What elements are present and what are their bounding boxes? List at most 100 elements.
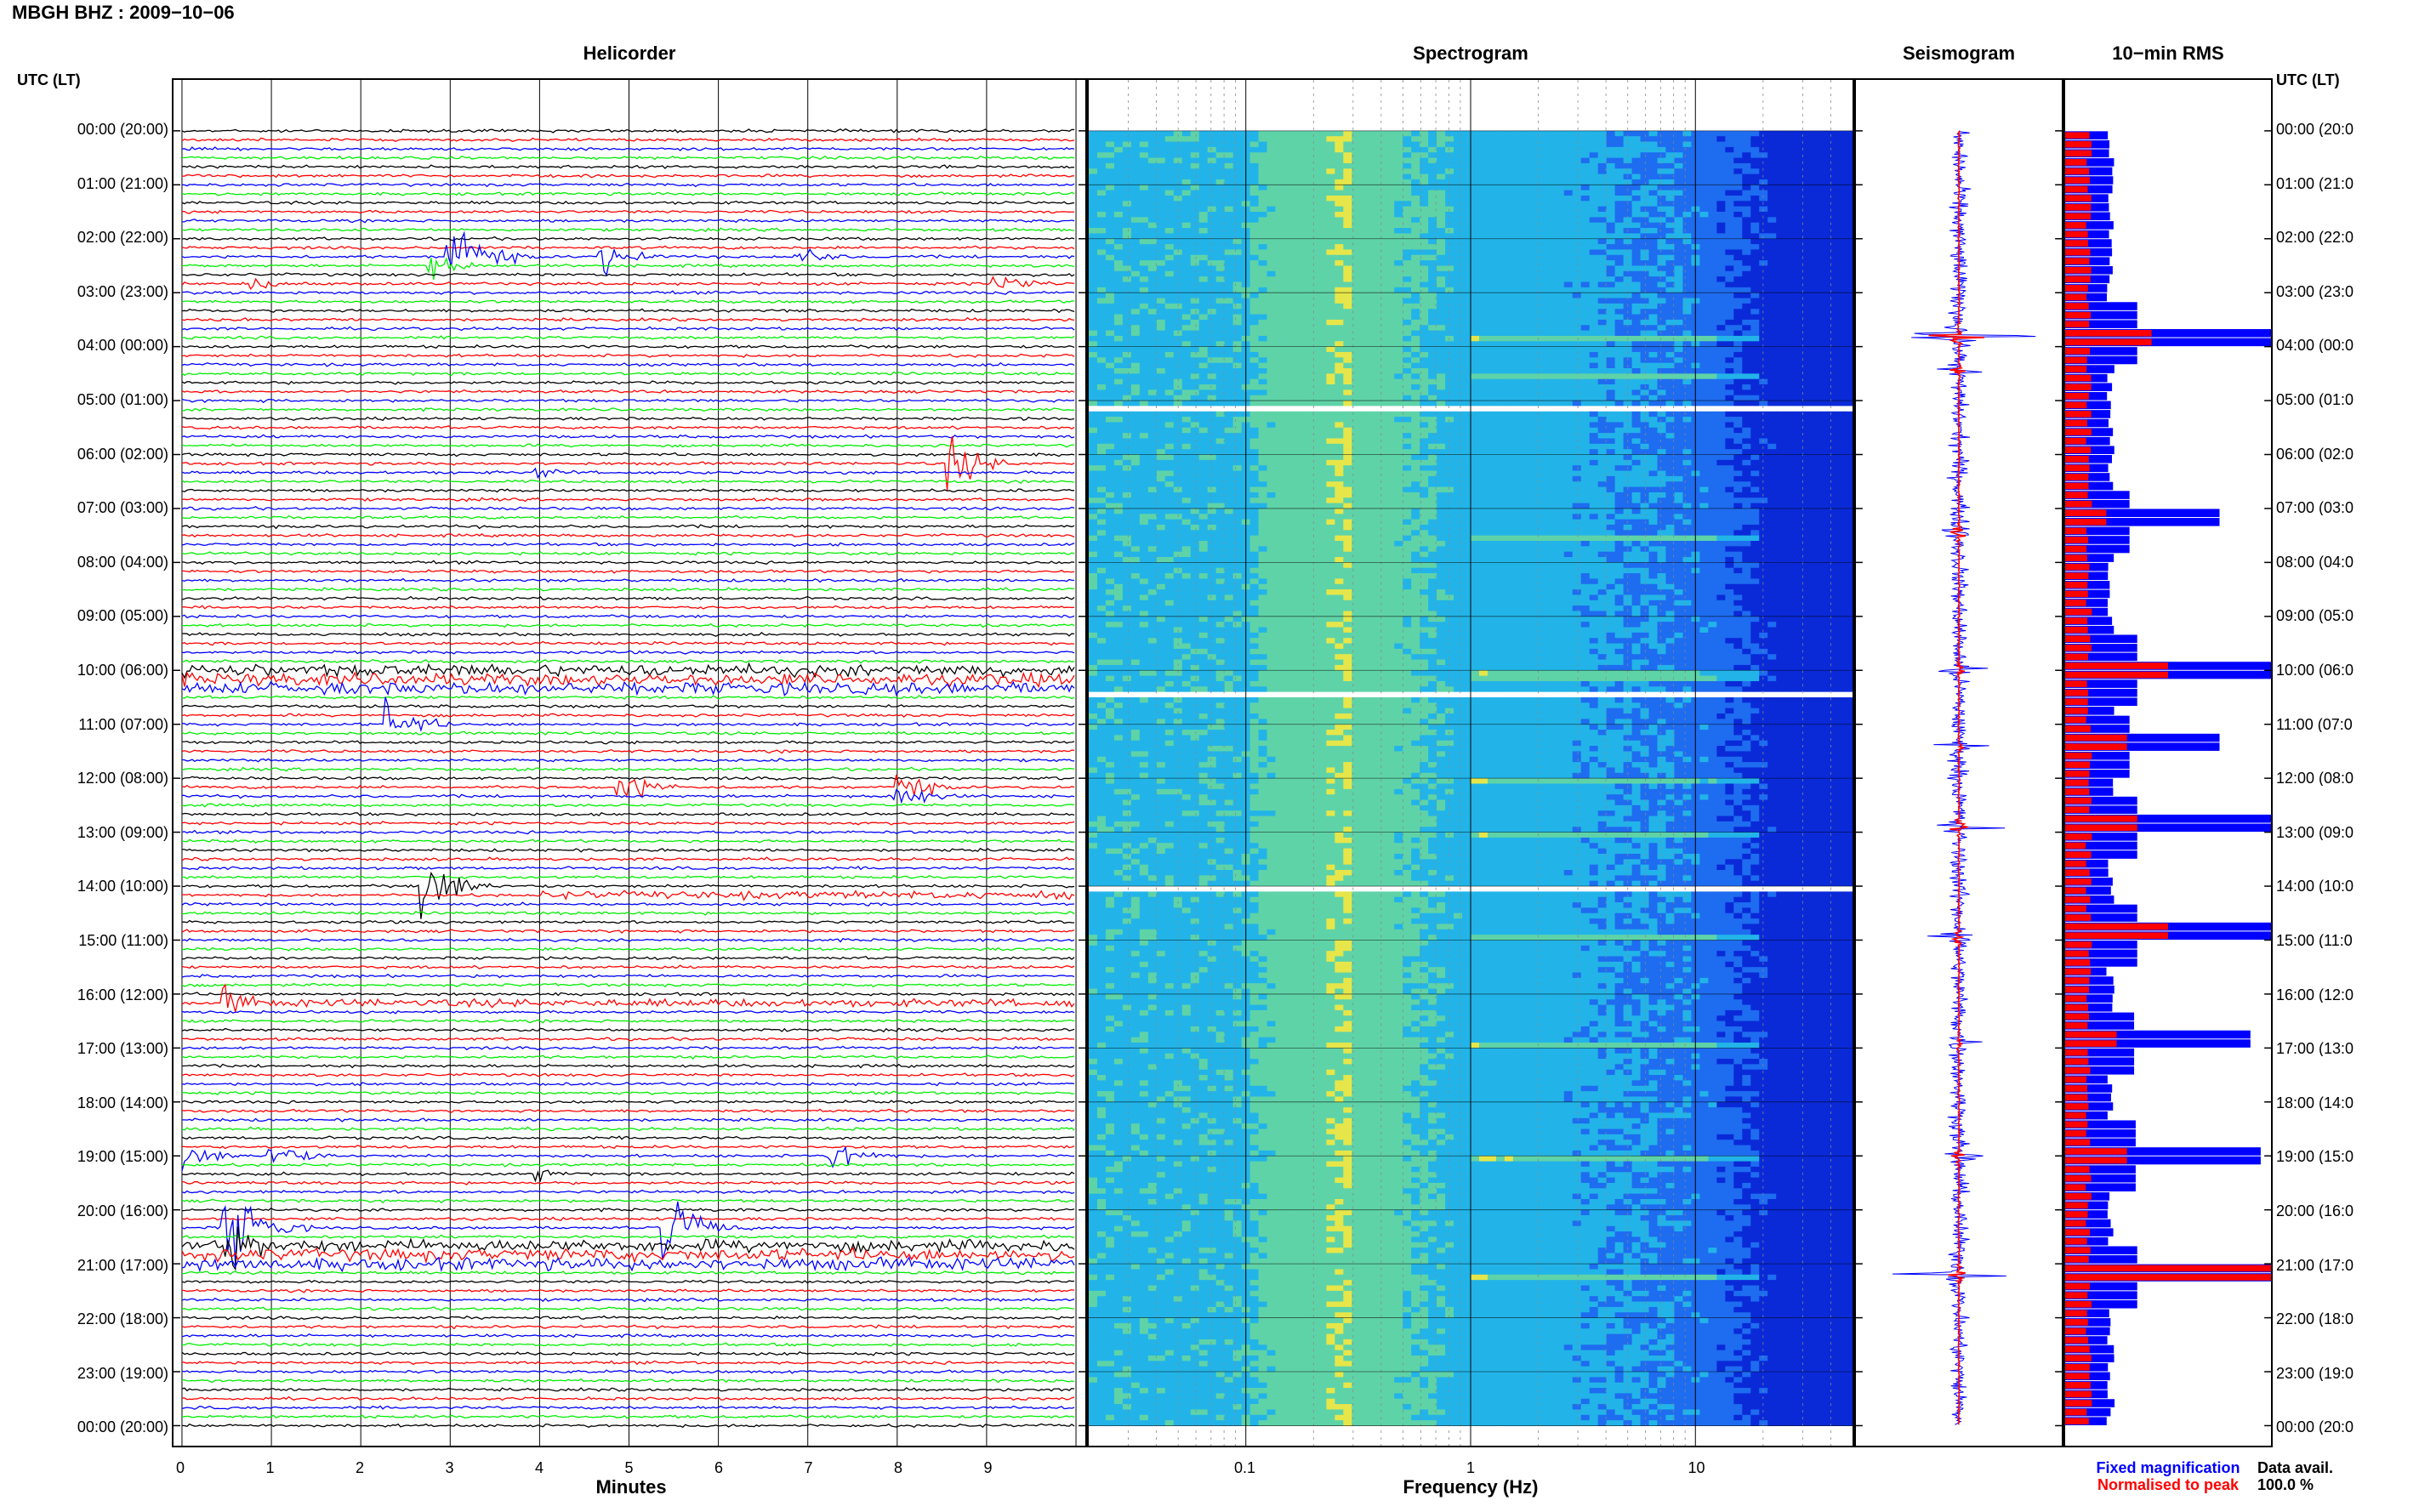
spectrogram-cell bbox=[1563, 357, 1574, 364]
spectrogram-cell bbox=[1130, 201, 1141, 207]
spectrogram-cell bbox=[1572, 287, 1582, 293]
spectrogram-cell bbox=[1589, 325, 1599, 332]
spectrogram-cell bbox=[1742, 195, 1751, 202]
spectrogram-cell bbox=[1606, 217, 1616, 224]
spectrogram-cell bbox=[1699, 330, 1709, 337]
spectrogram-cell bbox=[1156, 357, 1166, 364]
spectrogram-cell bbox=[1164, 217, 1175, 224]
helicorder-trace bbox=[181, 1019, 1075, 1024]
spectrogram-cell bbox=[1555, 217, 1565, 224]
spectrogram-cell bbox=[1648, 351, 1659, 358]
spectrogram-cell bbox=[1810, 238, 1819, 245]
spectrogram-cell bbox=[1266, 179, 1277, 185]
spectrogram-cell bbox=[1352, 152, 1361, 159]
spectrogram-cell bbox=[1156, 254, 1166, 261]
spectrogram-cell bbox=[1529, 314, 1540, 321]
spectrogram-cell bbox=[1411, 260, 1420, 266]
spectrogram-cell bbox=[1377, 141, 1386, 148]
spectrogram-cell bbox=[1631, 346, 1642, 353]
spectrogram-cell bbox=[1512, 130, 1523, 137]
spectrogram-cell bbox=[1597, 179, 1608, 185]
spectrogram-cell bbox=[1190, 222, 1200, 229]
spectrogram-cell bbox=[1386, 157, 1395, 164]
spectrogram-cell bbox=[1403, 395, 1412, 401]
spectrogram-cell bbox=[1343, 351, 1352, 358]
spectrogram-cell bbox=[1096, 130, 1107, 137]
spectrogram-cell bbox=[1580, 401, 1591, 406]
spectrogram-cell bbox=[1360, 201, 1369, 207]
spectrogram-cell bbox=[1742, 179, 1751, 185]
spectrogram-cell bbox=[1631, 168, 1642, 175]
spectrogram-cell bbox=[1614, 201, 1625, 207]
spectrogram-cell bbox=[1428, 265, 1437, 272]
spectrogram-cell bbox=[1105, 362, 1115, 369]
spectrogram-cell bbox=[1555, 395, 1565, 401]
spectrogram-cell bbox=[1420, 201, 1429, 207]
spectrogram-cell bbox=[1589, 335, 1599, 342]
spectrogram-cell bbox=[1089, 179, 1098, 185]
spectrogram-cell bbox=[1716, 314, 1726, 321]
spectrogram-cell bbox=[1725, 270, 1734, 277]
spectrogram-cell bbox=[1648, 190, 1659, 196]
spectrogram-gap-cell bbox=[1437, 406, 1446, 412]
spectrogram-cell bbox=[1224, 378, 1234, 385]
spectrogram-cell bbox=[1648, 244, 1659, 250]
spectrogram-cell bbox=[1113, 195, 1124, 202]
spectrogram-cell bbox=[1572, 190, 1582, 196]
spectrogram-cell bbox=[1462, 265, 1471, 272]
spectrogram-cell bbox=[1538, 152, 1548, 159]
spectrogram-cell bbox=[1462, 319, 1471, 326]
spectrogram-cell bbox=[1844, 401, 1853, 406]
spectrogram-cell bbox=[1597, 152, 1608, 159]
spectrogram-cell bbox=[1190, 281, 1200, 288]
spectrogram-cell bbox=[1810, 303, 1819, 310]
spectrogram-cell bbox=[1352, 276, 1361, 282]
spectrogram-cell bbox=[1759, 276, 1768, 282]
spectrogram-cell bbox=[1471, 185, 1480, 191]
helicorder-trace bbox=[181, 1144, 1075, 1150]
spectrogram-cell bbox=[1538, 389, 1548, 396]
spectrogram-cell bbox=[1105, 281, 1115, 288]
spectrogram-cell bbox=[1563, 168, 1574, 175]
spectrogram-cell bbox=[1164, 351, 1175, 358]
spectrogram-cell bbox=[1521, 276, 1531, 282]
spectrogram-cell bbox=[1478, 206, 1488, 213]
spectrogram-cell bbox=[1411, 293, 1420, 299]
spectrogram-cell bbox=[1767, 265, 1777, 272]
spectrogram-cell bbox=[1198, 351, 1209, 358]
spectrogram-cell bbox=[1309, 190, 1318, 196]
spectrogram-cell bbox=[1318, 212, 1327, 218]
spectrogram-cell bbox=[1495, 206, 1505, 213]
spectrogram-cell bbox=[1164, 417, 1175, 423]
spectrogram-cell bbox=[1224, 190, 1234, 196]
spectrogram-cell bbox=[1784, 367, 1794, 374]
spectrogram-cell bbox=[1597, 254, 1608, 261]
spectrogram-cell bbox=[1122, 417, 1132, 423]
spectrogram-cell bbox=[1445, 141, 1454, 148]
spectrogram-cell bbox=[1631, 367, 1642, 374]
spectrogram-cell bbox=[1580, 130, 1591, 137]
spectrogram-cell bbox=[1369, 233, 1378, 240]
spectrogram-cell bbox=[1844, 357, 1853, 364]
spectrogram-cell bbox=[1827, 141, 1836, 148]
spectrogram-cell bbox=[1352, 265, 1361, 272]
spectrogram-cell bbox=[1580, 195, 1591, 202]
spectrogram-cell bbox=[1504, 152, 1514, 159]
spectrogram-cell bbox=[1352, 157, 1361, 164]
spectrogram-cell bbox=[1674, 185, 1683, 191]
spectrogram-cell bbox=[1292, 217, 1301, 224]
spectrogram-cell bbox=[1521, 152, 1531, 159]
spectrogram-cell bbox=[1631, 373, 1642, 380]
spectrogram-cell bbox=[1767, 228, 1777, 234]
spectrogram-cell bbox=[1665, 298, 1675, 304]
spectrogram-cell bbox=[1122, 173, 1132, 180]
spectrogram-cell bbox=[1266, 298, 1277, 304]
spectrogram-cell bbox=[1657, 351, 1666, 358]
spectrogram-cell bbox=[1445, 146, 1454, 153]
spectrogram-cell bbox=[1266, 201, 1277, 207]
spectrogram-cell bbox=[1580, 309, 1591, 315]
spectrogram-cell bbox=[1096, 249, 1107, 256]
spectrogram-cell bbox=[1640, 136, 1650, 143]
spectrogram-cell bbox=[1326, 152, 1335, 159]
spectrogram-cell bbox=[1283, 314, 1293, 321]
